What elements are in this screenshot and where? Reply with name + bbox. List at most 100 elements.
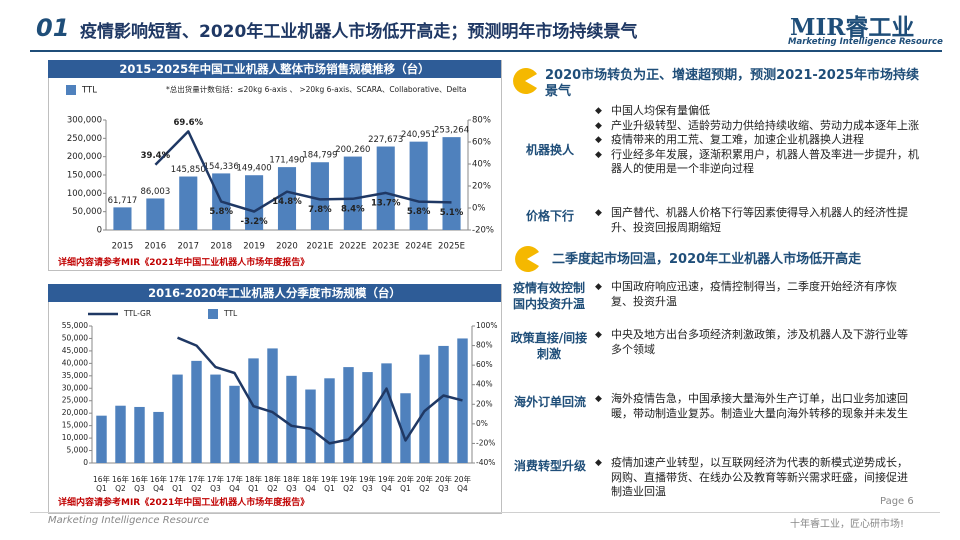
data-label: 69.6%	[174, 118, 204, 128]
bullet: 中国政府响应迅速，疫情控制得当，二季度开始经济有序恢复、投资升温	[595, 280, 913, 309]
x-tick-label: 2020	[276, 242, 298, 252]
x-tick-label: 2025E	[438, 242, 465, 252]
row-label: 海外订单回流	[513, 395, 586, 409]
x-tick-label: 18年 Q3	[282, 475, 301, 493]
bullet-list: 中国人均保有量偏低 产业升级转型、适龄劳动力供给持续收缩、劳动力成本逐年上涨 疫…	[595, 104, 920, 177]
data-label: 5.8%	[209, 207, 233, 217]
y-tick-label: 250,000	[67, 134, 102, 144]
logo: MIR睿工业	[790, 14, 915, 41]
bar	[457, 338, 468, 463]
chart: 0 5,000 10,000 15,000 20,000 25,000 30,000 35,0…	[48, 302, 500, 494]
chart-source: 详细内容请参考MIR《2021年中国工业机器人市场年度报告》	[58, 498, 310, 508]
line-series	[154, 130, 452, 213]
x-tick-label: 2015	[112, 242, 134, 252]
bar	[210, 374, 221, 463]
data-label: 14.8%	[272, 197, 302, 207]
x-tick-label: 19年 Q4	[377, 475, 396, 493]
bar	[191, 360, 202, 463]
legend-label: TTL-GR	[123, 309, 151, 318]
chart-svg: 0 5,000 10,000 15,000 20,000 25,000 30,000 35,0…	[62, 309, 497, 467]
y2-tick-label: 80%	[476, 341, 493, 350]
row-label: 疫情有效控制国内投资升温	[512, 281, 585, 311]
y-tick-label: 20,000	[62, 408, 88, 417]
bullet: 中央及地方出台多项经济刺激政策，涉及机器人及下游行业等多个领域	[595, 328, 913, 357]
y2-tick-label: 100%	[476, 321, 497, 330]
bullet: 行业经多年发展，逐渐积累用户，机器人普及率进一步提升，机器人的使用是一个非逆向过…	[595, 148, 920, 177]
y2-tick-label: -20%	[472, 226, 494, 236]
data-label: 154,336	[204, 162, 239, 172]
x-tick-label: 17年 Q2	[187, 475, 206, 493]
row-label: 政策直接/间接刺激	[510, 331, 588, 361]
bullet: 中国人均保有量偏低	[595, 104, 920, 119]
bar	[245, 175, 264, 230]
chart-svg: *总出货量计数包括：≤20kg 6-axis 、 >20kg 6-axis、SC…	[66, 84, 494, 252]
x-tick-label: 2022E	[339, 242, 366, 252]
x-tick-label: 2019	[243, 242, 265, 252]
data-label: 13.7%	[371, 198, 401, 208]
y-tick-label: 35,000	[62, 371, 88, 380]
bar	[324, 378, 335, 463]
y-tick-label: 0	[83, 458, 88, 467]
footer-text: Marketing Intelligence Resource	[48, 515, 210, 526]
x-tick-label: 20年 Q4	[453, 475, 472, 493]
y-tick-label: 10,000	[62, 433, 88, 442]
data-label: 253,264	[434, 126, 469, 136]
y-tick-label: 50,000	[72, 207, 102, 217]
x-tick-label: 18年 Q4	[301, 475, 320, 493]
data-label: 5.8%	[407, 207, 431, 217]
bar	[442, 137, 461, 230]
x-tick-label: 2021E	[306, 242, 333, 252]
bar	[146, 198, 165, 230]
y-tick-label: 40,000	[62, 358, 88, 367]
bar	[134, 406, 145, 463]
y-tick-label: 30,000	[62, 383, 88, 392]
chart-title: 2016-2020年工业机器人分季度市场规模（台）	[48, 284, 501, 302]
y2-tick-label: 0%	[476, 419, 488, 428]
bar	[172, 374, 183, 463]
y-tick-label: 45,000	[62, 346, 88, 355]
data-label: 86,003	[140, 187, 170, 197]
section-title: 二季度起市场回温，2020年工业机器人市场低开高走	[552, 252, 862, 267]
chart-note: *总出货量计数包括：≤20kg 6-axis 、 >20kg 6-axis、SC…	[166, 84, 467, 94]
footer-rule	[30, 512, 940, 513]
bullet: 疫情加速产业转型，以互联网经济为代表的新模式逆势成长，网购、直播带货、在线办公及…	[595, 456, 913, 500]
y2-tick-label: 40%	[472, 160, 491, 170]
bar	[343, 367, 354, 463]
y2-tick-label: -40%	[476, 458, 495, 467]
bar	[438, 345, 449, 463]
x-tick-label: 16年 Q4	[149, 475, 168, 493]
y-tick-label: 15,000	[62, 421, 88, 430]
row-label: 机器换人	[525, 143, 574, 157]
section-title: 2020市场转负为正、增速超预期，预测2021-2025年市场持续景气	[545, 68, 919, 99]
bar	[96, 415, 107, 463]
x-tick-label: 2024E	[405, 242, 432, 252]
x-tick-label: 16年 Q1	[92, 475, 111, 493]
y-tick-label: 100,000	[67, 189, 102, 199]
y2-tick-label: 40%	[476, 380, 493, 389]
bullet-list: 疫情加速产业转型，以互联网经济为代表的新模式逆势成长，网购、直播带货、在线办公及…	[595, 456, 913, 500]
data-label: 184,799	[302, 151, 337, 161]
bar	[343, 156, 362, 230]
x-tick-label: 17年 Q3	[206, 475, 225, 493]
y-tick-label: 150,000	[67, 171, 102, 181]
row-label: 消费转型升级	[513, 459, 586, 473]
bullet: 疫情带来的用工荒、复工难，加速企业机器换人进程	[595, 133, 920, 148]
page-number: Page 6	[880, 496, 914, 507]
legend-label: TTL	[81, 86, 97, 96]
data-label: 149,400	[237, 164, 272, 174]
x-tick-label: 19年 Q2	[339, 475, 358, 493]
x-tick-label: 18年 Q2	[263, 475, 282, 493]
x-tick-label: 2023E	[372, 242, 399, 252]
x-tick-label: 19年 Q1	[320, 475, 339, 493]
bullet: 海外疫情告急，中国承接大量海外生产订单，出口业务加速回暖，带动制造业复苏。制造业…	[595, 392, 913, 421]
bar	[229, 385, 240, 463]
x-tick-label: 16年 Q2	[111, 475, 130, 493]
data-label: 171,490	[269, 156, 304, 166]
y-tick-label: 0	[97, 226, 102, 236]
y2-tick-label: 0%	[472, 204, 486, 214]
bar	[267, 348, 278, 463]
data-label: 145,850	[171, 165, 206, 175]
slide-title: 疫情影响短暂、2020年工业机器人市场低开高走；预测明年市场持续景气	[80, 22, 638, 42]
chart-title: 2015-2025年中国工业机器人整体市场销售规模推移（台）	[48, 60, 501, 78]
